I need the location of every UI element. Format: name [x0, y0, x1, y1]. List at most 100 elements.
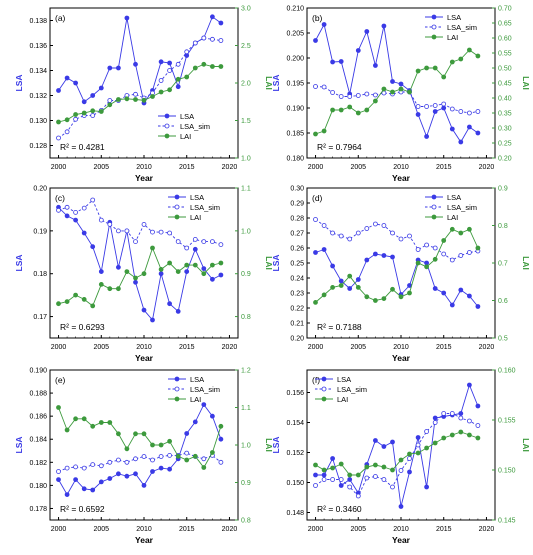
data-point [398, 86, 404, 92]
data-point [466, 293, 472, 299]
data-point [175, 76, 181, 82]
data-point [441, 74, 447, 80]
x-tick-label: 2010 [136, 164, 152, 171]
data-point [347, 273, 353, 279]
data-point [184, 269, 190, 275]
legend-item: LSA_sim [425, 203, 477, 212]
legend-swatch-marker [321, 396, 327, 402]
data-point [150, 457, 155, 463]
y-tick-label: 0.132 [29, 93, 47, 100]
y-axis-label: LSA [271, 75, 281, 92]
data-point [424, 484, 430, 490]
data-point [364, 464, 370, 470]
legend-item: LAI [425, 33, 458, 42]
data-point [449, 126, 455, 132]
y2-tick-label: 1.2 [241, 368, 251, 375]
data-point [441, 290, 447, 296]
data-point [175, 308, 181, 314]
data-point [355, 110, 361, 116]
data-point [475, 435, 481, 441]
data-point [458, 415, 464, 421]
data-point [56, 207, 61, 213]
data-point [73, 477, 78, 483]
x-axis-label: Year [392, 173, 411, 183]
data-point [209, 413, 215, 419]
data-point [313, 131, 318, 137]
series-lsa [56, 402, 224, 498]
data-point [201, 239, 207, 245]
y-axis-label: LSA [14, 75, 24, 92]
data-point [407, 456, 412, 461]
legend-label: LSA_sim [447, 203, 477, 212]
x-tick-label: 2000 [308, 526, 324, 533]
data-point [124, 15, 130, 21]
legend-label: LSA [447, 193, 461, 202]
y-tick-label: 0.188 [29, 391, 47, 398]
y-tick-label: 0.190 [286, 106, 304, 113]
data-point [184, 49, 190, 55]
series-lai [313, 47, 481, 137]
data-point [209, 276, 215, 282]
data-point [133, 471, 138, 477]
data-point [458, 230, 464, 236]
data-point [64, 129, 70, 135]
y2-tick-label: 0.8 [241, 518, 251, 525]
data-point [90, 423, 96, 429]
data-point [364, 29, 370, 34]
y-tick-label: 0.178 [29, 506, 47, 513]
data-point [167, 438, 173, 444]
legend-label: LAI [337, 395, 348, 404]
y-axis-label: LSA [14, 437, 24, 454]
data-point [133, 275, 138, 281]
data-point [107, 98, 113, 103]
data-point [458, 56, 464, 62]
data-point [390, 286, 395, 292]
y-tick-label: 0.210 [286, 6, 304, 13]
data-point [184, 74, 190, 80]
r-squared-annotation: R² = 0.6592 [60, 504, 105, 514]
legend-label: LSA [190, 375, 204, 384]
data-point [133, 239, 138, 245]
data-point [184, 457, 190, 463]
data-point [73, 292, 78, 298]
y2-tick-label: 0.160 [498, 368, 516, 375]
data-point [466, 226, 472, 232]
data-point [175, 453, 181, 459]
data-point [355, 230, 361, 236]
legend-swatch-marker [174, 386, 180, 392]
data-point [107, 102, 113, 108]
data-point [90, 303, 96, 309]
data-point [313, 462, 318, 468]
x-axis-label: Year [135, 535, 154, 545]
data-point [415, 68, 421, 74]
data-point [355, 277, 361, 282]
y-tick-label: 0.180 [286, 156, 304, 163]
data-point [338, 107, 344, 113]
y-tick-label: 0.18 [33, 271, 47, 278]
y2-axis-label: LAI [521, 438, 531, 452]
data-point [338, 233, 344, 239]
data-point [449, 59, 455, 65]
r-squared-annotation: R² = 0.3460 [317, 504, 362, 514]
data-point [458, 429, 464, 435]
legend-item: LSA [425, 13, 461, 22]
data-point [321, 477, 327, 482]
data-point [449, 432, 455, 438]
data-point [313, 299, 318, 305]
data-point [141, 454, 147, 459]
data-point [150, 94, 155, 99]
y2-tick-label: 0.40 [498, 96, 512, 103]
data-point [116, 431, 121, 437]
y-tick-label: 0.136 [29, 43, 47, 50]
y-tick-label: 0.22 [290, 306, 304, 313]
data-point [321, 128, 327, 134]
legend-swatch-marker [174, 396, 180, 402]
y-tick-label: 0.148 [286, 510, 304, 517]
x-tick-label: 2010 [393, 164, 409, 171]
data-point [56, 477, 61, 483]
data-point [56, 469, 61, 474]
